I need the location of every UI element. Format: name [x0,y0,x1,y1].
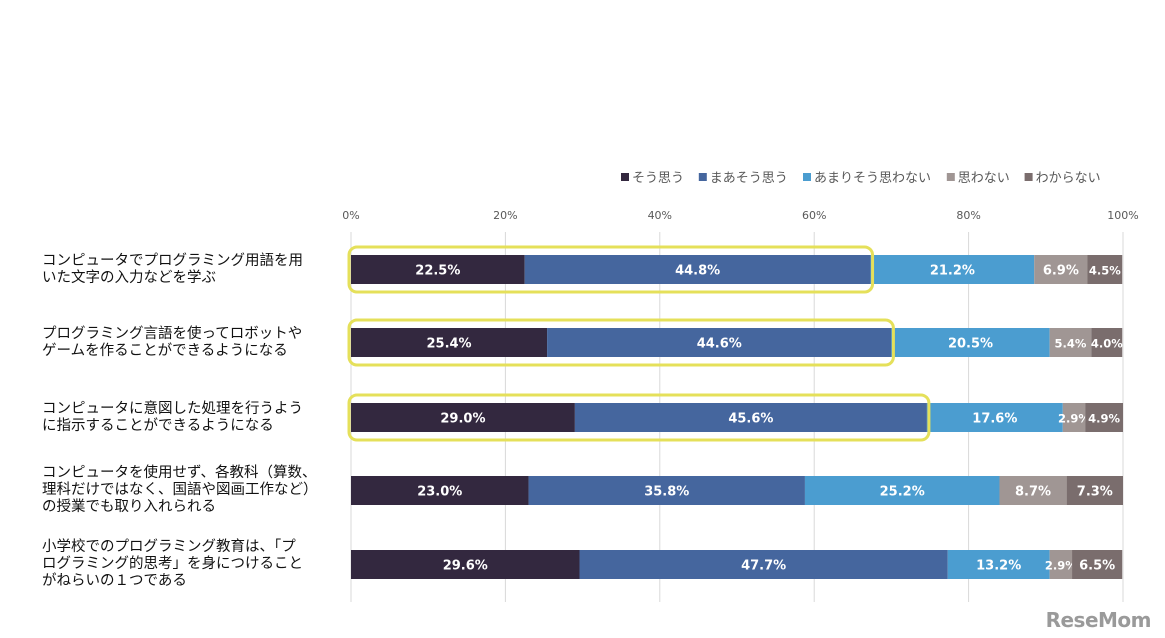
legend-swatch [1024,173,1033,181]
data-label: 22.5% [415,264,460,279]
x-tick-label: 0% [342,209,359,222]
legend-label: あまりそう思わない [814,171,931,186]
category-label-line: がねらいの１つである [42,573,187,589]
legend-swatch [621,173,629,181]
data-label: 8.7% [1015,485,1051,500]
data-label: 25.2% [880,485,925,500]
legend-label: わからない [1036,171,1101,186]
legend-label: まあそう思う [710,171,788,186]
data-label: 44.6% [697,337,742,352]
data-label: 4.0% [1091,337,1123,351]
data-label: 4.5% [1089,264,1121,278]
category-label-line: プログラミング言語を使ってロボットや [42,325,303,342]
bar-segment [1049,550,1073,579]
bar-segment [524,255,871,284]
legend-swatch [946,173,955,181]
category-label-line: コンピュータに意図した処理を行うよう [42,400,303,417]
category-label: コンピュータでプログラミング用語を用 いた文字の入力などを学ぶ [42,253,342,287]
bar-segment [579,550,948,579]
category-label-line: ゲームを作ることができるようになる [42,342,288,359]
highlight-box [347,318,895,367]
data-label: 6.9% [1043,264,1079,279]
category-label-line: 理科だけではなく、国語や図画工作など） [42,482,318,498]
bar-segment [547,328,892,357]
bar-segment [528,476,805,505]
category-label-line: ログラミング的思考」を身につけること [42,556,303,572]
x-tick-label: 20% [493,209,517,222]
category-label-line: いた文字の入力などを学ぶ [42,269,216,286]
bar-segment [351,328,548,357]
bar-segment [926,403,1063,432]
data-label: 4.9% [1088,412,1120,426]
bar-segment [870,255,1035,284]
bar-segment [1049,328,1092,357]
x-tick-label: 80% [956,209,980,222]
data-label: 7.3% [1077,485,1113,500]
category-label-line: コンピュータでプログラミング用語を用 [42,252,303,269]
legend-label: そう思う [632,171,684,186]
bar-segment [804,476,1000,505]
bar-segment [351,255,525,284]
bar-segment [1034,255,1088,284]
x-tick-label: 40% [648,209,672,222]
bar-segment [1066,476,1123,505]
x-tick-label: 100% [1107,209,1138,222]
data-label: 6.5% [1079,559,1115,574]
bar-segment [999,476,1067,505]
data-label: 29.6% [443,559,488,574]
highlight-box [347,245,875,294]
bar-segment [1085,403,1123,432]
category-label: コンピュータに意図した処理を行うよう に指示することができるようになる [42,401,342,435]
data-label: 5.4% [1055,337,1087,351]
category-label-line: に指示することができるようになる [42,417,274,434]
data-label: 29.0% [440,412,485,427]
data-label: 17.6% [972,412,1017,427]
data-label: 44.8% [675,264,720,279]
category-label-line: コンピュータを使用せず、各教科（算数、 [42,465,317,481]
legend-label: 思わない [958,171,1010,186]
category-label: コンピュータを使用せず、各教科（算数、 理科だけではなく、国語や図画工作など） の授… [42,465,342,516]
category-label-line: の授業でも取り入れられる [42,499,216,515]
legend-swatch [803,173,811,181]
category-label: プログラミング言語を使ってロボットや ゲームを作ることができるようになる [42,326,342,360]
bar-segment [351,550,580,579]
bar-segment [1091,328,1123,357]
data-label: 35.8% [644,485,689,500]
data-label: 2.9% [1058,412,1090,426]
bar-segment [574,403,927,432]
legend-swatch [698,173,707,181]
highlight-box [347,393,931,442]
data-label: 25.4% [426,337,471,352]
data-label: 23.0% [417,485,462,500]
bar-segment [1072,550,1123,579]
bar-segment [947,550,1050,579]
bar-segment [351,476,529,505]
bar-segment [1062,403,1086,432]
resemom-logo: ReseMom [1045,608,1152,632]
bar-segment [1087,255,1123,284]
data-label: 2.9% [1045,559,1077,573]
data-label: 21.2% [930,264,975,279]
x-tick-label: 60% [802,209,826,222]
category-label: 小学校でのプログラミング教育は、「プ ログラミング的思考」を身につけること がねらい… [42,539,342,590]
bar-segment [351,403,575,432]
data-label: 20.5% [948,337,993,352]
data-label: 45.6% [728,412,773,427]
data-label: 13.2% [976,559,1021,574]
bar-segment [891,328,1050,357]
data-label: 47.7% [741,559,786,574]
category-label-line: 小学校でのプログラミング教育は、「プ [42,539,296,555]
